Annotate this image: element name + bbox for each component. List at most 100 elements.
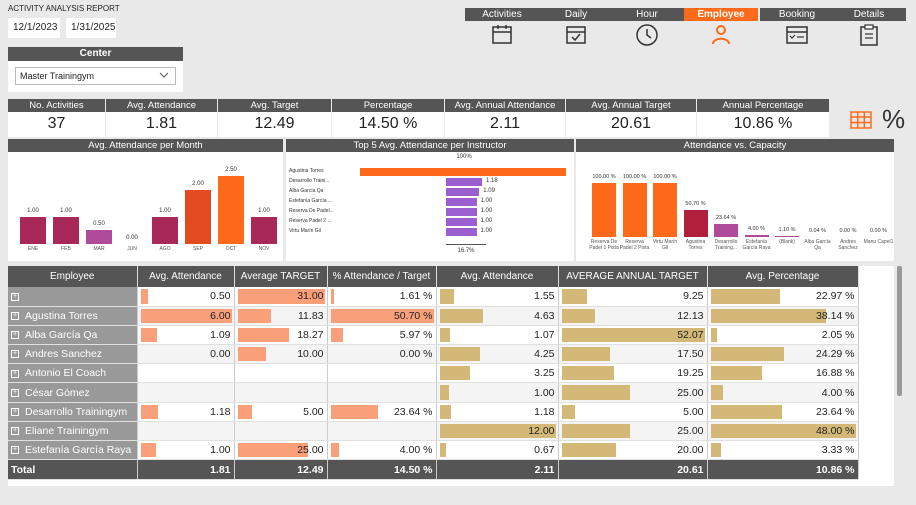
table-row[interactable]: + César Gómez 1.00 25.00 4.00 % [8,382,859,403]
cell-value: 5.00 [683,405,704,418]
data-bar [237,308,271,323]
expand-icon[interactable]: + [11,292,19,301]
capacity-category-label: Alba García Qa [804,239,831,251]
capacity-bar[interactable] [622,183,647,237]
cell-value: 38.14 % [815,309,855,322]
cell-value: 4.63 [534,309,555,322]
expand-icon[interactable]: + [11,312,19,320]
value-cell: 12.00 [436,421,559,442]
tab-booking[interactable]: Booking [760,8,834,21]
capacity-category-label: Andres Sanchez [838,239,858,251]
column-header[interactable]: Avg. Percentage [707,266,859,287]
employee-cell: + Alba García Qa [8,325,138,346]
percent-icon[interactable]: % [882,104,906,134]
table-row[interactable]: + Estefanía García Raya 1.00 25.00 4.00 % 0.6… [8,440,859,461]
date-from[interactable]: 12/1/2023 [8,18,60,38]
cell-value: 18.27 [297,328,324,341]
booking-icon[interactable] [760,23,834,47]
cell-value: 5.97 % [399,328,433,341]
cell-value: 1.09 [210,328,231,341]
expand-icon[interactable]: + [11,369,19,378]
cell-value: 23.64 % [815,405,855,418]
clipboard-icon[interactable] [832,23,906,47]
instructor-bar[interactable] [446,218,477,226]
expand-icon[interactable]: + [11,446,19,455]
value-cell [137,363,235,384]
data-bar [561,366,615,381]
capacity-bar[interactable] [775,236,799,237]
column-header[interactable]: Average TARGET [234,266,328,287]
instructor-bar[interactable] [446,228,477,236]
month-bar[interactable] [152,216,178,244]
month-bar[interactable] [20,216,46,244]
calendar-check-icon[interactable] [539,23,613,47]
value-cell: 5.00 [234,402,328,422]
cell-value: 3.33 % [821,444,855,457]
cell-value: 6.00 [210,309,231,322]
column-header[interactable]: % Attendance / Target [327,266,437,287]
table-row[interactable]: + Antonio El Coach 3.25 19.25 16.88 % [8,363,859,384]
chart-instructor-panel: Top 5 Avg. Attendance per Instructor 100… [286,139,574,261]
month-bar[interactable] [218,176,244,244]
chart-instructor-title: Top 5 Avg. Attendance per Instructor [286,139,574,152]
month-bar-label: 2.00 [192,180,204,187]
capacity-bar-label: 0.04 % [808,227,827,234]
instructor-bar[interactable] [446,188,480,196]
instructor-name: Reserva Padel 2 ... [289,218,332,224]
tab-hour[interactable]: Hour [610,8,684,21]
clock-icon[interactable] [610,23,684,47]
column-header[interactable]: Avg. Attendance [436,266,559,287]
table-view-icon[interactable] [850,111,872,129]
tab-daily[interactable]: Daily [539,8,613,21]
table-row[interactable]: + Eliane Trainingym 12.00 25.00 48.00 % [8,421,859,442]
data-bar [561,327,705,343]
table-row[interactable]: +0.50 31.00 1.61 % 1.55 9.25 22.97 % [8,287,859,307]
expand-icon[interactable]: + [11,427,19,436]
instructor-bar[interactable] [446,198,477,206]
expand-icon[interactable]: + [11,407,19,416]
instructor-name: Estefanía García ... [289,198,333,204]
column-header[interactable]: Employee [8,266,138,287]
expand-icon[interactable]: + [11,350,19,359]
tab-activities[interactable]: Activities [465,8,539,21]
month-bar[interactable] [53,216,79,244]
table-row[interactable]: + Andres Sanchez 0.00 10.00 0.00 % 4.25 17.50 2… [8,344,859,365]
kpi-card: Avg. Annual Target 20.61 [566,99,696,137]
tab-employee[interactable]: Employee [684,8,758,21]
expand-icon[interactable]: + [11,388,19,397]
kpi-value: 14.50 % [358,115,418,132]
capacity-bar[interactable] [683,209,708,237]
capacity-bar[interactable] [714,224,738,237]
capacity-bar[interactable] [653,183,677,237]
month-bar[interactable] [251,216,277,244]
table-row[interactable]: + Alba García Qa 1.09 18.27 5.97 % 1.07 52.07 2… [8,325,859,346]
calendar-icon[interactable] [465,23,539,47]
expand-icon[interactable]: + [11,331,19,340]
capacity-bar[interactable] [744,234,769,237]
capacity-bar[interactable] [592,183,616,237]
tab-details[interactable]: Details [832,8,906,21]
table-row[interactable]: + Agustina Torres 6.00 11.83 50.70 % 4.63 12.1… [8,306,859,326]
employee-icon[interactable] [684,23,758,47]
employee-cell: + Estefanía García Raya [8,440,138,461]
value-cell: 3.33 % [707,440,859,461]
month-category-label: FEB [61,246,71,252]
column-header[interactable]: Avg. Attendance [137,266,235,287]
employee-cell: + Eliane Trainingym [8,421,138,442]
value-cell: 25.00 [234,440,328,461]
column-header[interactable]: AVERAGE ANNUAL TARGET [558,266,708,287]
instructor-bar[interactable] [446,208,477,216]
instructor-bar[interactable] [446,178,482,186]
month-bar[interactable] [86,230,112,244]
value-cell: 23.64 % [327,402,437,422]
cell-value: 17.50 [677,348,704,361]
instructor-bar[interactable] [360,168,566,176]
table-row[interactable]: + Desarrollo Trainingym 1.18 5.00 23.64 % 1.1… [8,402,859,422]
center-select[interactable]: Master Trainingym [15,67,176,85]
cell-value: 1.00 [210,444,231,457]
month-bar[interactable] [185,189,211,244]
cell-value: 25.00 [297,444,324,457]
instructor-name: Desarrollo Traini... [289,178,330,184]
table-scrollbar[interactable] [897,266,902,396]
date-to[interactable]: 1/31/2025 [66,18,116,38]
